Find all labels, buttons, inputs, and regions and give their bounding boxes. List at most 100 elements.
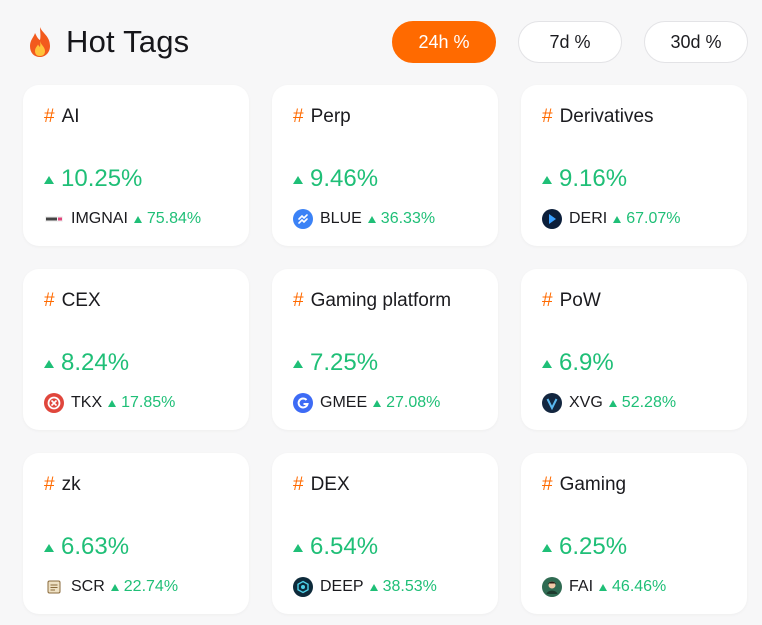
tag-grid: # AI 10.25% IMGNAI 75.84% # Perp 9.46% xyxy=(23,85,747,614)
tag-title: # Derivatives xyxy=(542,105,727,129)
hash-icon: # xyxy=(293,474,304,495)
tag-title: # PoW xyxy=(542,289,727,313)
tag-change: 6.9% xyxy=(542,349,614,377)
coin-change: 67.07% xyxy=(626,210,681,227)
top-coin[interactable]: BLUE 36.33% xyxy=(293,209,435,229)
coin-change: 36.33% xyxy=(380,210,436,227)
fire-icon xyxy=(24,25,56,59)
tag-name: PoW xyxy=(559,290,601,311)
tag-name: zk xyxy=(61,474,81,495)
tag-title: # zk xyxy=(44,473,229,497)
tag-change-value: 6.25% xyxy=(559,533,628,560)
tab-7d[interactable]: 7d % xyxy=(518,21,622,63)
hash-icon: # xyxy=(44,290,55,311)
up-triangle-icon xyxy=(373,399,382,407)
coin-change: 38.53% xyxy=(382,578,437,595)
tag-name: CEX xyxy=(61,290,101,311)
tag-change: 9.16% xyxy=(542,165,627,193)
coin-symbol: BLUE xyxy=(320,210,362,227)
title-group: Hot Tags xyxy=(24,24,189,60)
hash-icon: # xyxy=(542,290,553,311)
gmee-icon xyxy=(293,393,313,413)
tag-title: # Perp xyxy=(293,105,478,129)
header: Hot Tags 24h % 7d % 30d % xyxy=(24,18,748,66)
tag-title: # Gaming xyxy=(542,473,727,497)
tag-change-value: 8.24% xyxy=(61,349,130,376)
top-coin[interactable]: IMGNAI 75.84% xyxy=(44,209,201,229)
tag-change-value: 6.63% xyxy=(61,533,130,560)
top-coin[interactable]: TKX 17.85% xyxy=(44,393,175,413)
tag-change: 6.63% xyxy=(44,533,129,561)
deep-icon xyxy=(293,577,313,597)
coin-change: 27.08% xyxy=(386,394,441,411)
tag-card-zk[interactable]: # zk 6.63% SCR 22.74% xyxy=(23,453,249,614)
up-triangle-icon xyxy=(293,544,303,552)
top-coin[interactable]: FAI 46.46% xyxy=(542,577,666,597)
coin-change: 17.85% xyxy=(121,394,176,411)
tag-name: Gaming xyxy=(559,474,627,495)
tag-title: # DEX xyxy=(293,473,478,497)
fai-icon xyxy=(542,577,562,597)
coin-symbol: SCR xyxy=(71,578,105,595)
tag-change: 6.25% xyxy=(542,533,627,561)
tag-change: 9.46% xyxy=(293,165,378,193)
tag-change: 6.54% xyxy=(293,533,378,561)
coin-symbol: TKX xyxy=(71,394,103,411)
coin-symbol: XVG xyxy=(569,394,603,411)
imgnai-icon xyxy=(44,209,64,229)
tag-change: 10.25% xyxy=(44,165,142,193)
period-tabs: 24h % 7d % 30d % xyxy=(392,21,748,63)
top-coin[interactable]: DERI 67.07% xyxy=(542,209,681,229)
top-coin[interactable]: XVG 52.28% xyxy=(542,393,676,413)
top-coin[interactable]: DEEP 38.53% xyxy=(293,577,437,597)
tag-card-gaming[interactable]: # Gaming 6.25% FAI 46.46% xyxy=(521,453,747,614)
coin-change: 22.74% xyxy=(123,578,179,595)
up-triangle-icon xyxy=(613,215,622,223)
tag-card-cex[interactable]: # CEX 8.24% TKX 17.85% xyxy=(23,269,249,430)
tag-card-pow[interactable]: # PoW 6.9% XVG 52.28% xyxy=(521,269,747,430)
hash-icon: # xyxy=(44,106,55,127)
tag-name: Perp xyxy=(310,106,351,127)
deri-icon xyxy=(542,209,562,229)
coin-symbol: DERI xyxy=(569,210,608,227)
up-triangle-icon xyxy=(369,583,378,591)
tag-change-value: 6.54% xyxy=(310,533,379,560)
up-triangle-icon xyxy=(367,215,376,223)
hash-icon: # xyxy=(293,290,304,311)
tab-30d[interactable]: 30d % xyxy=(644,21,748,63)
tag-change: 7.25% xyxy=(293,349,378,377)
top-coin[interactable]: SCR 22.74% xyxy=(44,577,178,597)
coin-change: 46.46% xyxy=(612,578,667,595)
tag-card-ai[interactable]: # AI 10.25% IMGNAI 75.84% xyxy=(23,85,249,246)
tag-change-value: 9.16% xyxy=(559,165,628,192)
tag-title: # AI xyxy=(44,105,229,129)
up-triangle-icon xyxy=(44,360,54,368)
tag-name: AI xyxy=(61,106,80,127)
scr-icon xyxy=(44,577,64,597)
tag-change-value: 6.9% xyxy=(559,349,614,376)
coin-change: 52.28% xyxy=(621,394,677,411)
tab-24h[interactable]: 24h % xyxy=(392,21,496,63)
tag-name: Gaming platform xyxy=(310,290,452,311)
up-triangle-icon xyxy=(133,215,142,223)
up-triangle-icon xyxy=(608,399,617,407)
coin-symbol: GMEE xyxy=(320,394,368,411)
tag-card-perp[interactable]: # Perp 9.46% BLUE 36.33% xyxy=(272,85,498,246)
coin-change: 75.84% xyxy=(146,210,202,227)
tag-card-dex[interactable]: # DEX 6.54% DEEP 38.53% xyxy=(272,453,498,614)
tkx-icon xyxy=(44,393,64,413)
up-triangle-icon xyxy=(542,360,552,368)
tag-change-value: 10.25% xyxy=(61,165,143,192)
coin-symbol: DEEP xyxy=(320,578,364,595)
coin-symbol: FAI xyxy=(569,578,594,595)
tag-change-value: 7.25% xyxy=(310,349,379,376)
tag-card-gaming-platform[interactable]: # Gaming platform 7.25% GMEE 27.08% xyxy=(272,269,498,430)
hash-icon: # xyxy=(542,106,553,127)
top-coin[interactable]: GMEE 27.08% xyxy=(293,393,440,413)
tag-card-derivatives[interactable]: # Derivatives 9.16% DERI 67.07% xyxy=(521,85,747,246)
up-triangle-icon xyxy=(108,399,117,407)
up-triangle-icon xyxy=(44,544,54,552)
page-title: Hot Tags xyxy=(66,24,190,59)
up-triangle-icon xyxy=(44,176,54,184)
tag-change-value: 9.46% xyxy=(310,165,379,192)
